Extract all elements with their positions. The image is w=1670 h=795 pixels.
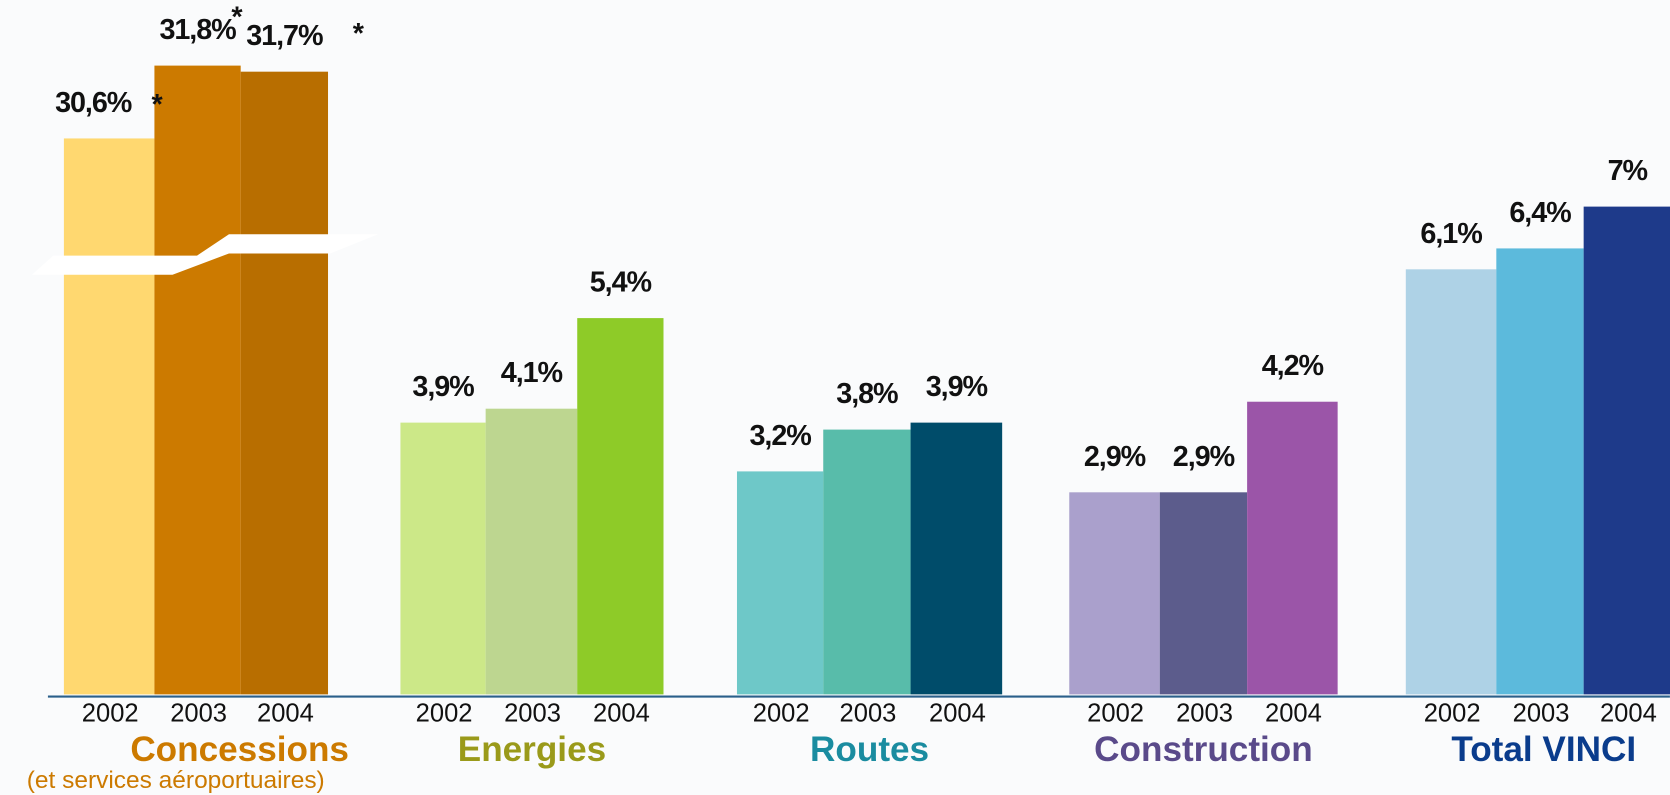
x-tick-label: 2003 [840, 699, 897, 727]
bar [1247, 401, 1338, 695]
x-tick-label: 2003 [1513, 699, 1570, 727]
value-label: 4,2% [1262, 350, 1324, 382]
value-label: 3,8% [836, 378, 898, 410]
value-label: 6,4% [1509, 197, 1571, 229]
value-label: 30,6% [55, 87, 132, 119]
bar [485, 408, 578, 695]
value-label: 31,7% [246, 20, 323, 52]
x-tick-label: 2004 [593, 699, 650, 727]
x-tick-label: 2004 [257, 699, 314, 727]
annotation: * [151, 89, 163, 121]
group-subtitle: (et services aéroportuaires) [27, 767, 325, 794]
value-label: 3,9% [412, 371, 474, 403]
bar [1496, 248, 1584, 695]
bar [823, 429, 911, 695]
bar [1405, 269, 1497, 695]
value-label: 2,9% [1084, 441, 1146, 473]
x-tick-label: 2002 [753, 699, 810, 727]
bar [1069, 492, 1160, 695]
bar [1583, 206, 1670, 695]
axis-break [31, 234, 379, 275]
bar [400, 422, 486, 695]
x-tick-label: 2002 [1087, 699, 1144, 727]
group-name: Energies [458, 730, 606, 769]
bar [910, 422, 1003, 695]
x-tick-label: 2003 [1176, 699, 1233, 727]
x-tick-label: 2004 [929, 699, 986, 727]
x-tick-label: 2004 [1600, 699, 1657, 727]
value-label: 3,2% [749, 420, 811, 452]
value-label: 3,9% [926, 371, 988, 403]
x-tick-label: 2002 [1424, 699, 1481, 727]
x-tick-label: 2002 [82, 699, 139, 727]
x-tick-label: 2003 [170, 699, 227, 727]
bar [736, 471, 824, 695]
bar [1159, 492, 1248, 695]
value-label: 6,1% [1420, 218, 1482, 250]
bar [577, 318, 664, 695]
bar [240, 71, 329, 695]
bar [63, 138, 155, 695]
annotation: * [353, 18, 365, 50]
value-label: 2,9% [1173, 441, 1235, 473]
x-tick-label: 2004 [1265, 699, 1322, 727]
value-label: 5,4% [590, 267, 652, 299]
group-name: Concessions [130, 730, 349, 769]
value-label: 31,8% [159, 14, 236, 46]
x-tick-label: 2002 [416, 699, 473, 727]
group-name: Construction [1094, 730, 1313, 769]
bar [154, 65, 241, 695]
annotation: * [231, 1, 243, 33]
group-name: Routes [810, 730, 929, 769]
x-tick-label: 2003 [504, 699, 561, 727]
value-label: 4,1% [501, 357, 563, 389]
value-label: 7% [1608, 155, 1648, 187]
group-name: Total VINCI [1451, 730, 1636, 769]
